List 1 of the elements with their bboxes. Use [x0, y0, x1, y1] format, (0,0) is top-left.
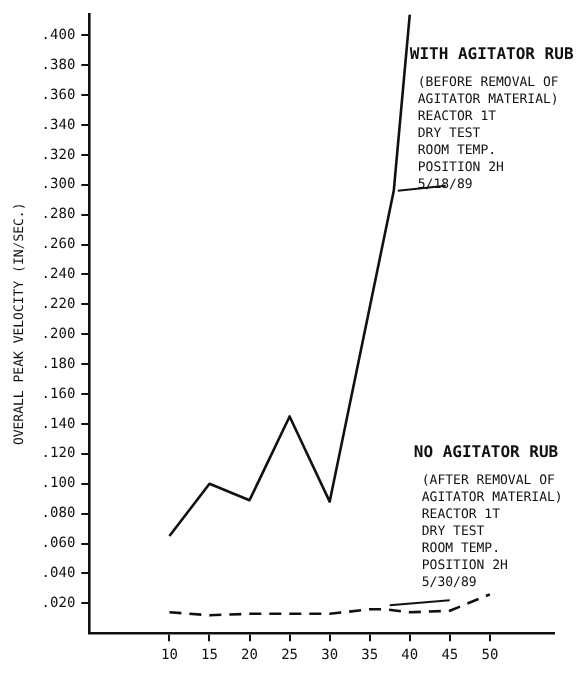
line-series [168, 593, 492, 617]
